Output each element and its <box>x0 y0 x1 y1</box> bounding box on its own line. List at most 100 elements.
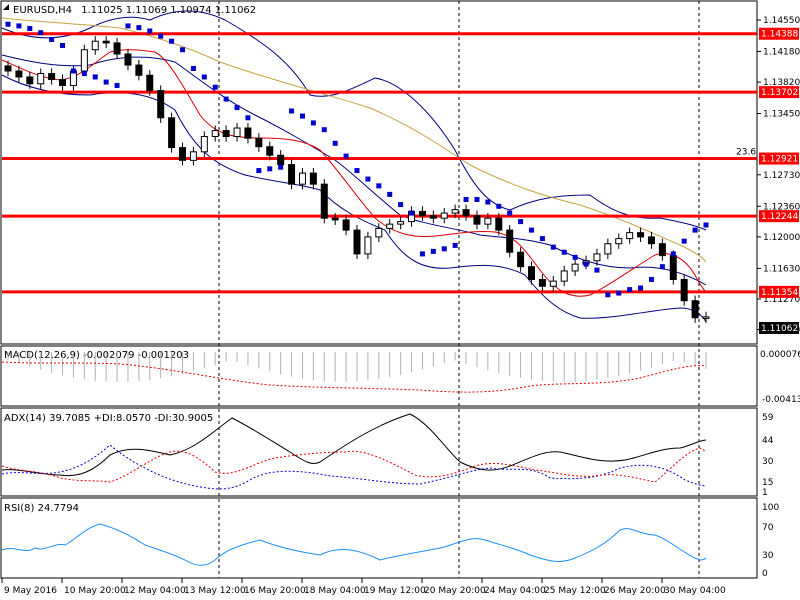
sar-dot <box>278 164 284 170</box>
level-price-label: 1.11354 <box>761 288 798 298</box>
bear-candle <box>418 210 426 217</box>
bear-candle <box>26 76 34 85</box>
bull-candle <box>233 127 241 138</box>
bear-candle <box>320 183 328 219</box>
bull-candle <box>615 238 623 245</box>
sar-dot <box>605 292 611 298</box>
symbol-header: EURUSD,H4 1.11025 1.11069 1.10974 1.1106… <box>13 5 256 16</box>
rsi-tick-3: 0 <box>762 569 768 579</box>
moving-average-slow <box>1 17 707 263</box>
last-price-box <box>759 322 799 334</box>
bear-candle <box>680 278 688 302</box>
sar-dot <box>681 238 687 244</box>
bear-candle <box>473 215 481 225</box>
sar-dot <box>267 166 273 172</box>
price-tick-label: 1.11630 <box>763 264 800 274</box>
macd-label: MACD(12,26,9) -0.002079 -0.001203 <box>4 350 189 361</box>
rsi-label: RSI(8) 24.7794 <box>4 503 79 514</box>
sar-dot <box>703 222 709 228</box>
time-tick-label: 12 May 04:00 <box>124 586 186 596</box>
bear-candle <box>495 217 503 231</box>
adx-tick-0: 59 <box>762 413 774 423</box>
bull-candle <box>200 136 208 153</box>
sar-dot <box>529 227 534 233</box>
bear-candle <box>179 147 186 161</box>
price-tick-label: 1.14550 <box>763 16 800 26</box>
time-tick-label: 26 May 20:00 <box>604 586 666 596</box>
sar-dot <box>419 251 425 257</box>
bear-candle <box>353 229 361 255</box>
bull-candle <box>37 73 45 85</box>
bear-candle <box>266 146 274 156</box>
bollinger-upper-band <box>1 10 707 231</box>
rsi-tick-1: 70 <box>762 523 774 533</box>
sar-dot <box>92 74 98 80</box>
sar-dot <box>485 199 491 205</box>
sar-dot <box>158 33 164 39</box>
sar-dot <box>299 113 305 119</box>
price-tick-label: 1.11270 <box>763 295 800 305</box>
sar-dot <box>670 251 676 257</box>
adx-tick-2: 30 <box>762 457 774 467</box>
frames <box>0 0 758 579</box>
bollinger-lower-band <box>1 74 707 323</box>
bear-candle <box>4 65 12 72</box>
rsi-panel: RSI(8) 24.7794 100 70 30 0 <box>1 503 779 579</box>
bear-candle <box>691 300 699 319</box>
sar-dot <box>49 37 55 43</box>
bull-candle <box>386 223 394 229</box>
sar-dot <box>387 191 393 197</box>
bear-candle <box>146 74 154 92</box>
price-tick-label: 1.12000 <box>763 233 800 243</box>
sar-dot <box>354 168 360 174</box>
symbol-name: EURUSD,H4 <box>13 5 72 16</box>
level-price-box <box>759 86 799 99</box>
bear-candle <box>102 40 110 44</box>
bull-candle <box>571 263 579 272</box>
bear-candle <box>331 217 339 221</box>
bull-candle <box>626 232 634 240</box>
bear-candle <box>15 70 23 78</box>
adx-label: ADX(14) 39.7085 +DI:8.0570 -DI:30.9005 <box>4 413 213 424</box>
sar-dot <box>38 30 44 36</box>
adx-panel: ADX(14) 39.7085 +DI:8.0570 -DI:30.9005 5… <box>1 413 774 498</box>
level-price-label: 1.14388 <box>761 30 798 40</box>
bull-candle <box>91 40 99 51</box>
plus-di-line <box>1 444 707 490</box>
time-tick-label: 10 May 20:00 <box>64 586 126 596</box>
minus-di-line <box>1 447 707 483</box>
bull-candle <box>440 212 448 219</box>
bull-candle <box>549 280 557 287</box>
sar-dot <box>27 25 33 31</box>
bear-candle <box>342 219 350 231</box>
bear-candle <box>669 255 677 280</box>
adx-tick-1: 44 <box>762 436 774 446</box>
sar-dot <box>147 28 153 34</box>
bear-candle <box>244 127 252 139</box>
bear-candle <box>59 79 67 86</box>
sar-dot <box>474 196 480 202</box>
sar-dot <box>136 25 142 31</box>
collapse-triangle-icon[interactable] <box>3 4 9 10</box>
sar-dot <box>310 120 316 126</box>
bull-candle <box>364 236 372 255</box>
sar-dot <box>234 105 240 111</box>
time-tick-label: 20 May 20:00 <box>424 586 486 596</box>
time-tick-label: 18 May 04:00 <box>304 586 366 596</box>
bollinger-bands <box>1 10 707 323</box>
sar-dot <box>60 42 66 48</box>
sar-dot <box>103 79 109 85</box>
bear-candle <box>517 251 525 268</box>
sar-dot <box>496 203 502 209</box>
sar-dot <box>114 82 120 88</box>
bear-candle <box>528 266 535 280</box>
macd-histogram <box>7 352 707 382</box>
sar-dot <box>289 108 295 114</box>
macd-signal-line <box>1 361 707 393</box>
rsi-tick-0: 100 <box>762 503 779 513</box>
level-price-box <box>759 27 799 40</box>
bull-candle <box>604 243 612 255</box>
parabolic-sar-dots <box>5 21 709 298</box>
